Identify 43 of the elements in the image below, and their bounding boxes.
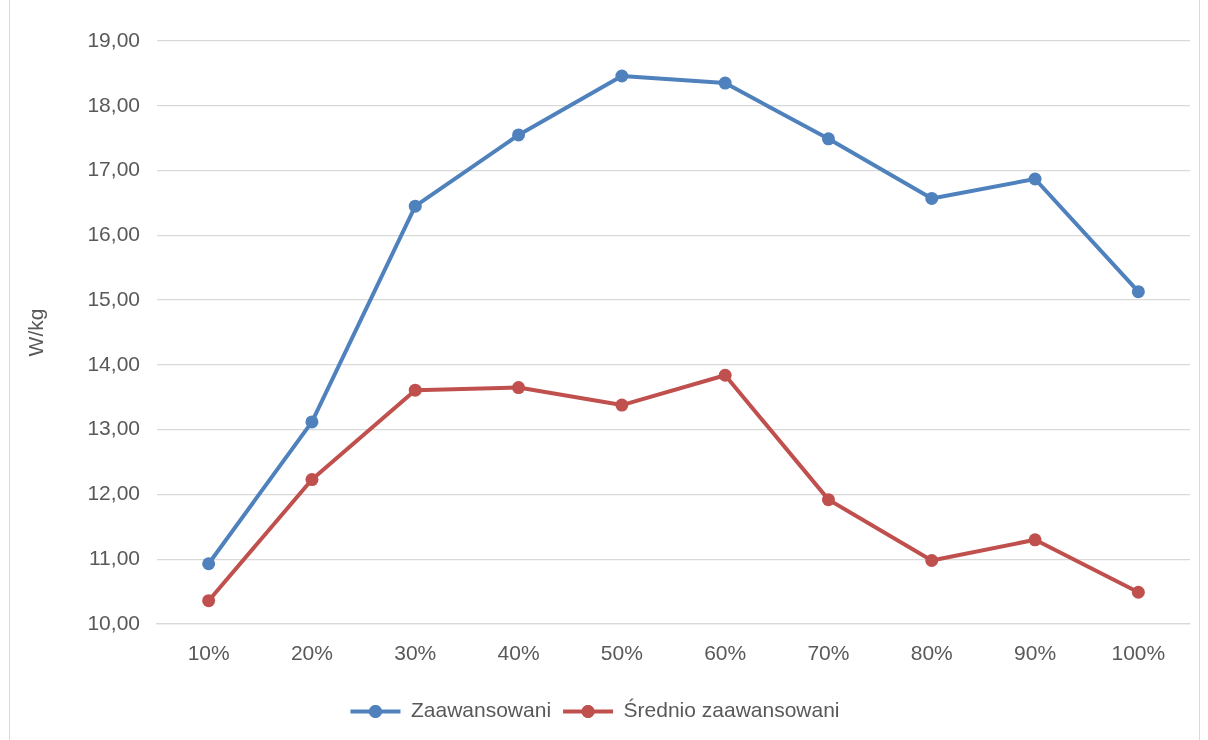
point	[718, 368, 732, 382]
point	[305, 473, 319, 487]
x-tick-label: 60%	[704, 641, 747, 665]
y-tick-label: 18,00	[87, 92, 140, 116]
point	[512, 381, 526, 395]
x-tick-label: 80%	[910, 641, 953, 665]
point	[202, 557, 216, 571]
point	[512, 128, 526, 142]
point	[408, 199, 422, 213]
y-tick-label: 14,00	[87, 351, 140, 375]
y-tick-label: 10,00	[87, 610, 140, 634]
y-tick-label: 17,00	[87, 157, 140, 181]
point	[1131, 585, 1145, 599]
y-tick-label: 16,00	[87, 222, 140, 246]
point	[1028, 533, 1042, 547]
y-axis-title: W/kg	[24, 308, 48, 357]
x-tick-label: 70%	[807, 641, 850, 665]
x-tick-label: 50%	[600, 641, 643, 665]
point	[1028, 172, 1042, 186]
point	[305, 415, 319, 429]
x-tick-label: 30%	[394, 641, 437, 665]
x-tick-label: 40%	[497, 641, 540, 665]
point	[1131, 285, 1145, 299]
point	[925, 191, 939, 205]
x-tick-label: 20%	[290, 641, 333, 665]
point	[615, 69, 629, 83]
legend-label: Średnio zaawansowani	[623, 698, 840, 722]
point	[821, 493, 835, 507]
legend-label: Zaawansowani	[410, 698, 552, 722]
point	[408, 383, 422, 397]
x-tick-label: 90%	[1014, 641, 1057, 665]
point	[718, 76, 732, 90]
point	[821, 132, 835, 146]
y-tick-label: 11,00	[89, 546, 140, 570]
point	[202, 594, 216, 608]
y-tick-label: 19,00	[87, 27, 140, 51]
y-tick-label: 13,00	[87, 416, 140, 440]
y-tick-label: 15,00	[87, 286, 140, 310]
y-tick-label: 12,00	[87, 481, 140, 505]
point	[615, 398, 629, 412]
x-tick-label: 100%	[1111, 641, 1166, 665]
point	[925, 554, 939, 568]
x-tick-label: 10%	[187, 641, 230, 665]
